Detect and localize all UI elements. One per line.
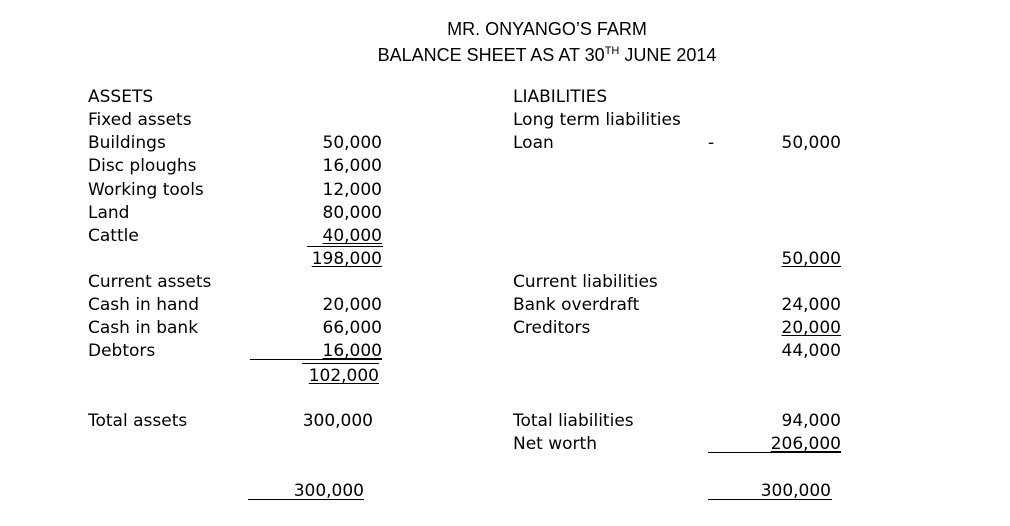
farm-name: MR. ONYANGO’S FARM [447, 19, 647, 39]
asset-label-cash-in-bank: Cash in bank [88, 318, 199, 338]
title-prefix: BALANCE SHEET AS AT 30 [377, 45, 605, 65]
asset-value-cattle: 40,000 [322, 226, 382, 246]
liabilities-grand-total: 300,000 [760, 481, 831, 501]
asset-label-land: Land [88, 203, 130, 223]
asset-value-buildings: 50,000 [322, 133, 382, 153]
assets-heading: ASSETS [88, 87, 154, 107]
asset-value-cash-in-bank: 66,000 [322, 318, 382, 338]
current-assets-heading: Current assets [88, 272, 212, 292]
title-superscript: TH [604, 45, 620, 57]
long-term-liabilities-heading: Long term liabilities [513, 110, 681, 130]
total-liabilities-label: Total liabilities [513, 411, 634, 431]
current-assets-total: 102,000 [308, 366, 379, 386]
liability-value-creditors: 20,000 [781, 318, 841, 338]
total-liabilities-value: 94,000 [781, 411, 841, 431]
fixed-assets-total: 198,000 [311, 249, 382, 269]
liability-label-loan: Loan [513, 133, 554, 153]
asset-label-cattle: Cattle [88, 226, 139, 246]
asset-label-disc-ploughs: Disc ploughs [88, 156, 197, 176]
asset-value-working-tools: 12,000 [322, 180, 382, 200]
asset-label-debtors: Debtors [88, 341, 156, 361]
title-suffix: JUNE 2014 [619, 45, 717, 65]
fixed-assets-heading: Fixed assets [88, 110, 192, 130]
total-assets-value: 300,000 [302, 411, 373, 431]
net-worth-value: 206,000 [770, 434, 841, 454]
fixed-total-rule [307, 246, 383, 247]
asset-label-working-tools: Working tools [88, 180, 204, 200]
liability-dash-loan: - [708, 133, 715, 153]
asset-value-debtors: 16,000 [322, 341, 382, 361]
liability-value-bank-overdraft: 24,000 [781, 295, 841, 315]
total-assets-label: Total assets [88, 411, 188, 431]
net-worth-label: Net worth [513, 434, 597, 454]
liability-value-loan: 50,000 [781, 133, 841, 153]
debtors-rule [250, 359, 382, 360]
asset-value-land: 80,000 [322, 203, 382, 223]
long-term-total: 50,000 [781, 249, 841, 269]
current-total-rule [302, 363, 379, 364]
current-liabilities-heading: Current liabilities [513, 272, 658, 292]
liability-label-creditors: Creditors [513, 318, 591, 338]
balance-sheet-title: BALANCE SHEET AS AT 30TH JUNE 2014 [0, 40, 1010, 66]
asset-label-cash-in-hand: Cash in hand [88, 295, 199, 315]
asset-label-buildings: Buildings [88, 133, 166, 153]
liabilities-grand-total-rule [708, 499, 832, 500]
current-liabilities-total: 44,000 [781, 341, 841, 361]
liability-label-bank-overdraft: Bank overdraft [513, 295, 640, 315]
liabilities-heading: LIABILITIES [513, 87, 608, 107]
asset-value-cash-in-hand: 20,000 [322, 295, 382, 315]
assets-grand-total-rule [248, 499, 364, 500]
assets-grand-total: 300,000 [293, 481, 364, 501]
asset-value-disc-ploughs: 16,000 [322, 156, 382, 176]
net-worth-rule [708, 452, 841, 453]
